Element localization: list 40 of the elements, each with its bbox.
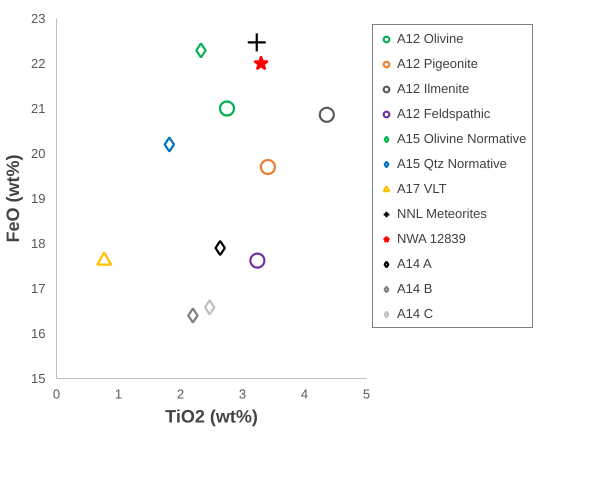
legend-label: A14 C [397,306,434,321]
point [218,100,236,117]
point [187,307,199,324]
x-tick-label: 5 [362,386,370,402]
legend-label: NNL Meteorites [397,206,487,221]
point [249,252,266,269]
point [195,42,207,59]
x-tick-label: 0 [52,386,60,402]
y-tick-label: 23 [31,11,46,26]
legend-label: A15 Olivine Normative [397,131,526,146]
y-tick-label: 22 [31,56,46,71]
x-tick-label: 4 [300,386,308,402]
legend-label: A14 A [397,256,432,271]
legend-label: A12 Feldspathic [397,106,490,121]
legend-label: NWA 12839 [397,231,466,246]
y-tick-label: 20 [31,146,46,161]
legend-label: A14 B [397,281,432,296]
point [253,55,269,70]
y-tick-label: 18 [31,236,46,251]
point [318,106,335,123]
x-tick-label: 3 [238,386,246,402]
legend-label: A12 Olivine [397,31,464,46]
y-tick-label: 16 [31,326,46,341]
y-tick-label: 15 [31,371,46,386]
point [260,158,276,176]
y-tick-label: 21 [31,101,46,116]
x-tick-label: 1 [114,386,122,402]
y-tick-label: 19 [31,191,46,206]
point [164,136,176,153]
x-axis-title: TiO2 (wt%) [165,406,258,426]
legend-label: A12 Ilmenite [397,81,470,96]
legend-label: A12 Pigeonite [397,56,478,71]
y-tick-label: 17 [31,281,46,296]
point [246,32,267,52]
legend-label: A17 VLT [397,181,447,196]
x-tick-label: 2 [176,386,184,402]
point [214,240,226,256]
legend-label: A15 Qtz Normative [397,156,507,171]
y-axis-title: FeO (wt%) [3,154,24,242]
point [204,299,216,316]
